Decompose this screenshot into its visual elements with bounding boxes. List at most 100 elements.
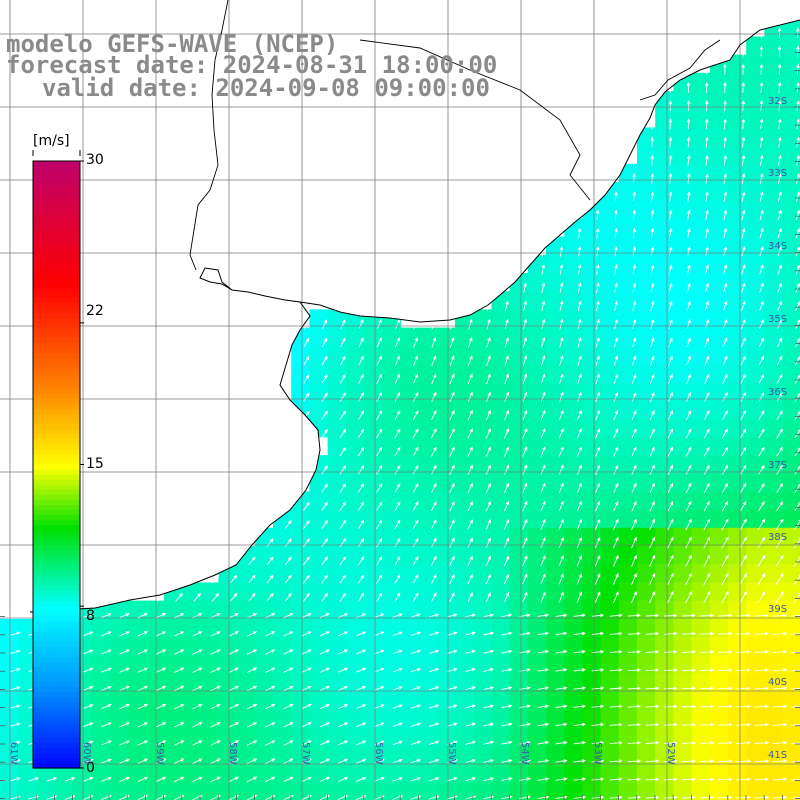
wind-arrow	[631, 591, 637, 604]
wind-cell	[564, 764, 583, 784]
wind-cell	[546, 709, 565, 729]
wind-arrow	[10, 758, 21, 764]
colorbar-segment	[33, 474, 80, 481]
wind-arrow	[541, 300, 546, 312]
wind-arrow	[540, 355, 546, 366]
wind-arrow	[284, 538, 292, 548]
wind-cell	[600, 728, 620, 747]
wind-cell	[746, 218, 765, 238]
wind-arrow	[228, 740, 240, 746]
colorbar-segment	[33, 322, 80, 329]
wind-arrow	[757, 554, 766, 567]
wind-cell	[673, 728, 693, 747]
wind-cell	[345, 618, 365, 638]
wind-cell	[746, 655, 765, 674]
wind-arrow	[558, 573, 564, 585]
wind-cell	[418, 327, 438, 347]
valid-date: valid date: 2024-09-08 09:00:00	[42, 74, 490, 102]
wind-arrow	[775, 518, 784, 531]
wind-arrow	[681, 759, 697, 763]
wind-arrow	[595, 409, 601, 421]
wind-cell	[91, 728, 110, 747]
wind-cell	[564, 418, 583, 438]
wind-arrow	[374, 758, 385, 764]
wind-arrow	[319, 758, 331, 764]
wind-cell	[564, 309, 583, 329]
wind-cell	[673, 473, 693, 492]
wind-arrow	[64, 777, 76, 782]
wind-cell	[691, 91, 711, 110]
lat-label-35s: 35S	[768, 314, 788, 325]
lagoon-shore	[639, 39, 721, 101]
wind-cell	[218, 782, 238, 800]
wind-arrow	[537, 759, 550, 763]
wind-arrow	[101, 758, 112, 764]
colorbar-segment	[33, 444, 80, 450]
wind-arrow	[356, 667, 367, 673]
wind-cell	[309, 473, 329, 492]
wind-cell	[291, 546, 310, 565]
wind-arrow	[10, 631, 21, 636]
wind-cell	[455, 364, 474, 383]
colorbar-segment	[33, 499, 80, 506]
wind-cell	[327, 382, 347, 401]
wind-cell	[673, 491, 693, 511]
wind-arrow	[430, 482, 437, 494]
wind-cell	[182, 655, 201, 674]
wind-cell	[582, 782, 602, 800]
wind-arrow	[192, 613, 203, 619]
wind-cell	[436, 364, 456, 383]
wind-arrow	[776, 446, 783, 457]
wind-arrow	[266, 538, 274, 547]
wind-cell	[200, 618, 219, 638]
wind-cell	[0, 728, 19, 747]
wind-arrow	[247, 631, 258, 637]
wind-arrow	[555, 704, 568, 709]
wind-arrow	[664, 613, 678, 618]
wind-cell	[509, 728, 529, 747]
wind-cell	[163, 782, 183, 800]
wind-arrow	[449, 409, 455, 421]
wind-cell	[182, 673, 201, 693]
wind-cell	[618, 309, 638, 329]
wind-arrow	[558, 536, 564, 549]
wind-cell	[782, 218, 800, 238]
wind-arrow	[321, 465, 328, 475]
wind-cell	[491, 655, 511, 674]
colorbar-segment	[33, 707, 80, 713]
colorbar-segment	[33, 277, 80, 283]
wind-arrow	[704, 391, 710, 402]
wind-cell	[691, 655, 711, 674]
wind-cell	[691, 218, 711, 238]
wind-arrow	[741, 246, 746, 257]
wind-arrow	[591, 759, 605, 763]
wind-arrow	[704, 373, 710, 384]
wind-cell	[473, 473, 492, 492]
wind-cell	[782, 582, 800, 602]
wind-cell	[618, 746, 638, 765]
country-border	[359, 39, 591, 201]
wind-arrow	[338, 649, 349, 655]
wind-cell	[782, 655, 800, 674]
wind-arrow	[376, 392, 382, 402]
colorbar-segment	[33, 236, 80, 243]
wind-cell	[345, 782, 365, 800]
wind-cell	[309, 764, 329, 784]
wind-arrow	[700, 704, 715, 709]
wind-arrow	[266, 556, 274, 566]
wind-arrow	[650, 191, 655, 202]
wind-arrow	[412, 410, 419, 421]
wind-cell	[491, 691, 511, 711]
wind-arrow	[613, 409, 619, 421]
wind-arrow	[321, 337, 328, 348]
wind-cell	[327, 564, 347, 583]
wind-cell	[728, 291, 747, 310]
wind-arrow	[537, 686, 550, 690]
wind-cell	[709, 491, 729, 511]
wind-arrow	[447, 704, 458, 709]
wind-arrow	[392, 777, 404, 782]
wind-cell	[200, 709, 219, 729]
wind-arrow	[759, 227, 764, 239]
wind-cell	[728, 728, 747, 747]
wind-cell	[582, 509, 602, 529]
